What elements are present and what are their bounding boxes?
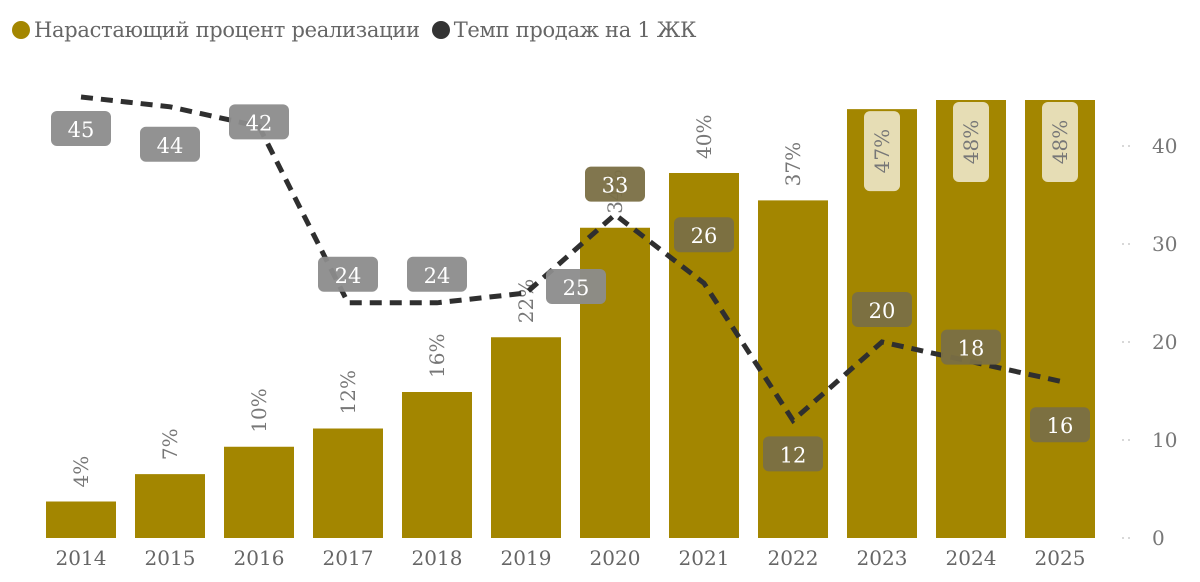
- line-label: 12: [780, 443, 807, 467]
- line-label-box: [546, 269, 606, 304]
- x-tick-label: 2020: [590, 546, 641, 570]
- y-tick-label: 20: [1152, 330, 1177, 354]
- bar-2016[interactable]: [224, 446, 294, 538]
- line-label: 33: [602, 174, 629, 198]
- x-tick-label: 2018: [412, 546, 463, 570]
- bar-label: 47%: [870, 129, 894, 173]
- y-tick-label: 40: [1152, 134, 1177, 158]
- bar-label: 48%: [959, 120, 983, 164]
- bar-2017[interactable]: [313, 428, 383, 539]
- line-label: 18: [958, 337, 985, 361]
- bar-2015[interactable]: [135, 474, 205, 538]
- x-tick-label: 2014: [56, 546, 107, 570]
- bar-2018[interactable]: [402, 392, 472, 538]
- line-label: 24: [424, 264, 451, 288]
- bar-label: 48%: [1048, 120, 1072, 164]
- x-tick-label: 2019: [501, 546, 552, 570]
- line-label: 42: [246, 111, 273, 135]
- x-tick-label: 2025: [1035, 546, 1086, 570]
- bar-2022[interactable]: [758, 200, 828, 538]
- legend-dot-icon: [431, 21, 450, 39]
- bar-label: 7%: [158, 428, 182, 460]
- legend-label: Нарастающий процент реализации: [34, 18, 420, 42]
- legend-item-cumulative-percent[interactable]: Нарастающий процент реализации: [12, 18, 420, 42]
- x-tick-label: 2022: [768, 546, 819, 570]
- y-tick-label: 0: [1152, 526, 1165, 550]
- line-label: 26: [691, 224, 718, 248]
- x-tick-label: 2015: [145, 546, 196, 570]
- x-tick-label: 2023: [857, 546, 908, 570]
- line-label: 24: [335, 264, 362, 288]
- bar-label: 12%: [336, 370, 360, 414]
- line-label-box: [229, 104, 289, 140]
- line-label: 25: [563, 276, 590, 300]
- line-label-box: [852, 292, 912, 327]
- line-label-box: [1030, 407, 1090, 443]
- line-label-box: [51, 111, 111, 146]
- line-label-box: [674, 217, 734, 253]
- line-label: 45: [68, 118, 95, 142]
- bar-2019[interactable]: [491, 337, 561, 538]
- line-label-box: [140, 126, 200, 162]
- line-label-box: [318, 256, 378, 292]
- bar-label: 40%: [692, 115, 716, 159]
- line-label: 16: [1047, 414, 1074, 438]
- bar-label: 37%: [781, 142, 805, 186]
- line-label-box: [763, 436, 823, 472]
- x-tick-label: 2016: [234, 546, 285, 570]
- line-label-box: [585, 166, 645, 202]
- y-tick-label: 10: [1152, 428, 1177, 452]
- legend-item-sales-pace[interactable]: Темп продаж на 1 ЖК: [431, 18, 697, 42]
- y-tick-label: 30: [1152, 232, 1177, 256]
- line-label-box: [407, 256, 467, 292]
- bar-2014[interactable]: [46, 501, 116, 539]
- bar-label: 16%: [425, 334, 449, 378]
- legend-label: Темп продаж на 1 ЖК: [453, 18, 697, 42]
- bar-label: 4%: [69, 456, 93, 488]
- x-tick-label: 2017: [323, 546, 374, 570]
- line-label: 44: [157, 134, 184, 158]
- x-tick-label: 2024: [946, 546, 997, 570]
- x-tick-label: 2021: [679, 546, 730, 570]
- legend: Нарастающий процент реализации Темп прод…: [12, 18, 708, 42]
- line-label: 20: [869, 299, 896, 323]
- bar-label: 10%: [247, 388, 271, 432]
- legend-dot-icon: [12, 21, 30, 39]
- line-label-box: [941, 329, 1001, 365]
